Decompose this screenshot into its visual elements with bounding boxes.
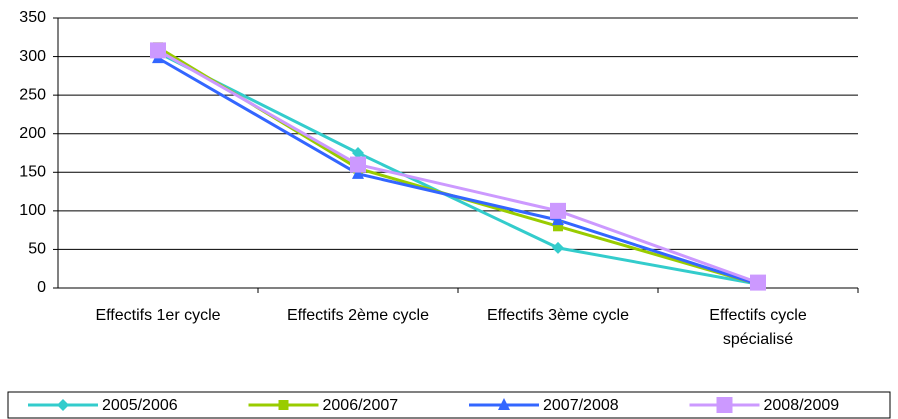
series-line: [157, 49, 759, 285]
x-tick-label: Effectifs 2ème cycle: [287, 307, 429, 324]
y-tick-label: 300: [19, 48, 46, 65]
marker: [750, 274, 766, 291]
marker: [350, 156, 366, 173]
y-tick-label: 100: [19, 202, 46, 219]
series-line: [157, 51, 759, 286]
legend-label: 2006/2007: [323, 397, 399, 414]
legend-marker: [57, 399, 69, 411]
legend-marker: [278, 400, 289, 410]
x-tick-label: Effectifs 1er cycle: [95, 307, 221, 324]
y-tick-label: 0: [37, 279, 46, 296]
y-tick-label: 50: [28, 241, 46, 258]
marker: [552, 241, 564, 254]
x-tick-label: Effectifs cycle spécialisé: [709, 307, 807, 348]
marker: [150, 42, 166, 59]
y-tick-label: 200: [19, 125, 46, 142]
legend-label: 2008/2009: [764, 397, 840, 414]
y-tick-label: 250: [19, 86, 46, 103]
legend-label: 2007/2008: [543, 397, 619, 414]
series-line: [157, 56, 759, 286]
marker: [352, 147, 364, 159]
marker: [553, 221, 563, 232]
marker: [552, 213, 564, 226]
legend-marker: [716, 397, 733, 413]
y-tick-label: 150: [19, 164, 46, 181]
marker: [352, 166, 364, 179]
legend-marker: [498, 398, 510, 410]
series-line: [157, 46, 759, 286]
marker: [550, 202, 566, 219]
x-tick-label: Effectifs 3ème cycle: [487, 307, 629, 324]
legend-label: 2005/2006: [102, 397, 178, 414]
y-tick-label: 350: [19, 9, 46, 26]
